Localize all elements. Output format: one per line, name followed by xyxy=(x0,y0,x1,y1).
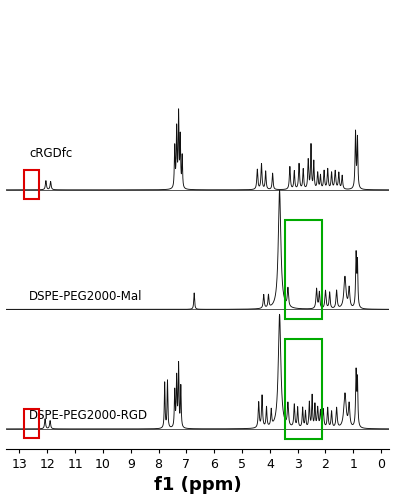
X-axis label: f1 (ppm): f1 (ppm) xyxy=(154,476,241,494)
Bar xyxy=(24,409,40,438)
Bar xyxy=(284,220,322,320)
Bar xyxy=(24,170,40,199)
Text: cRGDfc: cRGDfc xyxy=(29,147,72,160)
Bar xyxy=(284,340,322,439)
Text: DSPE-PEG2000-RGD: DSPE-PEG2000-RGD xyxy=(29,410,149,422)
Text: DSPE-PEG2000-Mal: DSPE-PEG2000-Mal xyxy=(29,290,143,303)
